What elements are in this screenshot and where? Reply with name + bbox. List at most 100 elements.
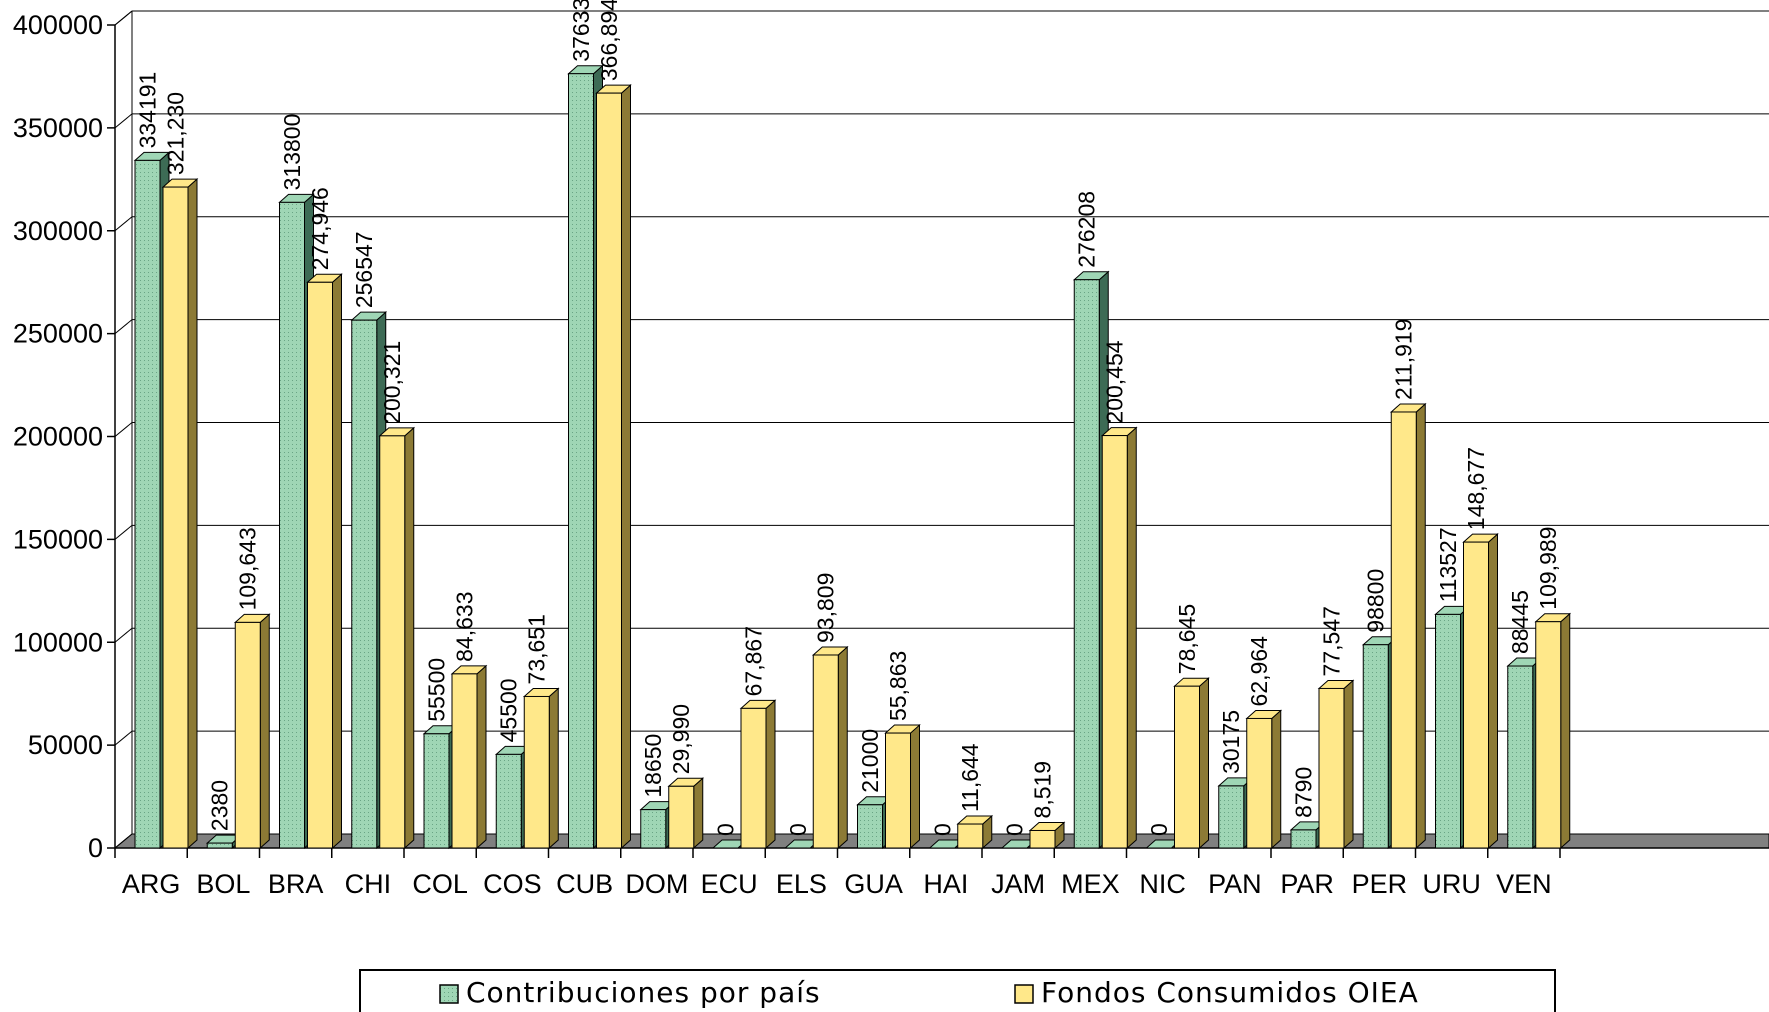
- x-tick-label: CUB: [556, 869, 613, 899]
- data-label: 313800: [279, 114, 305, 191]
- y-tick-label: 400000: [13, 10, 103, 40]
- data-label: 73,651: [524, 614, 550, 684]
- data-label: 84,633: [452, 592, 478, 662]
- bars: [133, 64, 1572, 850]
- bar-front: [640, 809, 667, 849]
- bar-front: [523, 695, 550, 849]
- x-tick-label: ARG: [122, 869, 181, 899]
- x-tick-label: COL: [412, 869, 468, 899]
- data-label: 88445: [1507, 590, 1533, 654]
- bar-front: [1390, 411, 1417, 849]
- data-label: 113527: [1435, 527, 1461, 602]
- data-label: 11,644: [957, 743, 983, 812]
- bar-side: [765, 699, 776, 850]
- y-tick-label: 350000: [13, 113, 103, 143]
- y-tick-label: 300000: [13, 216, 103, 246]
- bar: [667, 777, 705, 850]
- x-tick-label: ELS: [776, 869, 827, 899]
- bar-side: [1271, 709, 1282, 850]
- bar: [1317, 679, 1355, 850]
- data-label: 256547: [351, 231, 377, 308]
- bar: [884, 723, 921, 850]
- bar-front: [134, 159, 161, 849]
- data-label: 109,989: [1535, 527, 1561, 610]
- bar-side: [187, 177, 198, 850]
- data-label: 45500: [496, 678, 522, 742]
- y-tick-label: 50000: [28, 730, 103, 760]
- bar: [1245, 709, 1283, 850]
- y-tick-label: 150000: [13, 524, 103, 554]
- bar-front: [1174, 685, 1200, 849]
- x-tick-label: VEN: [1496, 869, 1552, 899]
- data-label: 55,863: [885, 651, 911, 721]
- bar-side: [476, 664, 487, 850]
- bar-side: [693, 777, 704, 850]
- bar: [233, 613, 271, 850]
- bar-side: [910, 723, 920, 850]
- bar-front: [451, 673, 478, 849]
- data-label: 376334: [568, 0, 594, 62]
- bar-front: [596, 92, 622, 849]
- y-tick-label: 250000: [13, 319, 103, 349]
- bar-front: [206, 842, 233, 849]
- bar: [595, 84, 632, 850]
- x-tick-label: DOM: [625, 869, 688, 899]
- data-label: 0: [1002, 823, 1028, 836]
- data-label: 211,919: [1391, 319, 1417, 400]
- bar: [1028, 821, 1066, 850]
- gridline-depth: [114, 627, 133, 643]
- bar-front: [234, 621, 261, 849]
- x-tick-label: GUA: [844, 869, 903, 899]
- bar-side: [1560, 612, 1571, 850]
- x-tick-label: CHI: [345, 869, 392, 899]
- data-label: 8790: [1291, 767, 1317, 818]
- legend-swatch: [1014, 984, 1034, 1004]
- legend-label: Fondos Consumidos OIEA: [1041, 976, 1419, 1009]
- bar-front: [1362, 644, 1389, 849]
- bar-front: [812, 654, 839, 849]
- data-label: 0: [713, 823, 739, 836]
- bar-front: [1246, 717, 1273, 849]
- bar-front: [279, 201, 305, 849]
- x-tick-label: PAR: [1280, 869, 1334, 899]
- x-tick-label: URU: [1422, 869, 1481, 899]
- bar-front: [1318, 687, 1345, 849]
- x-tick-label: BOL: [196, 869, 250, 899]
- bar-front: [857, 804, 883, 849]
- bar-front: [307, 281, 333, 849]
- data-label: 98800: [1363, 569, 1389, 633]
- bar: [205, 833, 243, 850]
- bar: [1534, 612, 1572, 850]
- data-label: 77,547: [1319, 606, 1345, 676]
- data-label: 200,321: [379, 341, 405, 424]
- data-label: 21000: [857, 729, 883, 793]
- data-label: 0: [785, 823, 811, 836]
- y-axis-bottom-depth: [114, 833, 133, 849]
- bar-front: [668, 785, 695, 849]
- bar-front: [162, 186, 189, 849]
- bar: [739, 699, 777, 850]
- bar-front: [1218, 785, 1245, 849]
- data-label: 8,519: [1030, 761, 1056, 819]
- data-label: 321,230: [163, 92, 189, 175]
- legend: Contribuciones por país Fondos Consumidos…: [359, 969, 1556, 1012]
- bar-front: [885, 732, 911, 849]
- data-label: 29,990: [668, 704, 694, 774]
- bar-side: [332, 273, 342, 850]
- y-axis-top-depth: [114, 10, 133, 26]
- bar-side: [548, 687, 559, 850]
- bar-front: [1435, 613, 1461, 849]
- bar-front: [379, 435, 406, 849]
- bar: [522, 687, 560, 850]
- data-label: 366,894: [596, 0, 622, 81]
- bar-front: [1507, 665, 1534, 849]
- y-tick-label: 200000: [13, 422, 103, 452]
- x-tick-label: JAM: [991, 869, 1045, 899]
- x-tick-label: COS: [483, 869, 542, 899]
- x-tick-label: ECU: [701, 869, 758, 899]
- data-label: 0: [1146, 823, 1172, 836]
- data-label: 62,964: [1246, 636, 1272, 707]
- bar-front: [495, 753, 522, 849]
- bar-front: [1290, 829, 1317, 849]
